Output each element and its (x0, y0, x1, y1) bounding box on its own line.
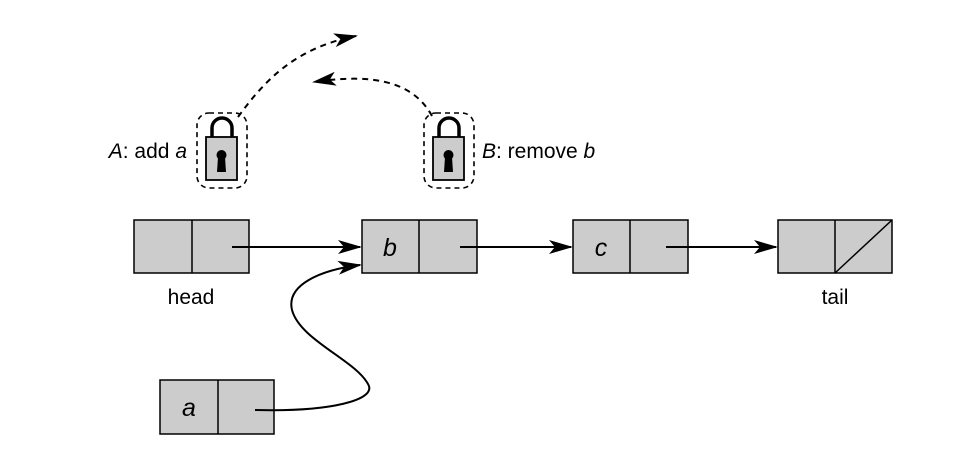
node-c-value: c (595, 234, 608, 262)
lock-a (196, 112, 248, 189)
node-tail (777, 219, 893, 274)
lock-b (423, 112, 475, 189)
dashed-arrow-lock-a (237, 33, 358, 118)
node-b: b (361, 219, 478, 274)
node-a: a (159, 379, 275, 435)
node-a-value: a (182, 394, 196, 422)
lock-b-boundary (423, 112, 475, 189)
tail-caption: tail (822, 286, 849, 309)
lock-b-label: B: remove b (482, 140, 596, 163)
keyhole-icon (443, 150, 454, 172)
head-caption: head (168, 286, 215, 309)
lock-a-boundary (196, 112, 248, 189)
lock-a-label: A: add a (107, 140, 187, 163)
padlock-icon (432, 116, 465, 181)
node-head (133, 219, 250, 274)
node-b-value: b (383, 234, 397, 262)
keyhole-icon (216, 150, 227, 172)
dashed-arrow-lock-b (312, 71, 433, 117)
null-pointer-slash (834, 219, 893, 274)
padlock-icon (205, 116, 238, 181)
arrow-a-to-b (254, 260, 371, 412)
